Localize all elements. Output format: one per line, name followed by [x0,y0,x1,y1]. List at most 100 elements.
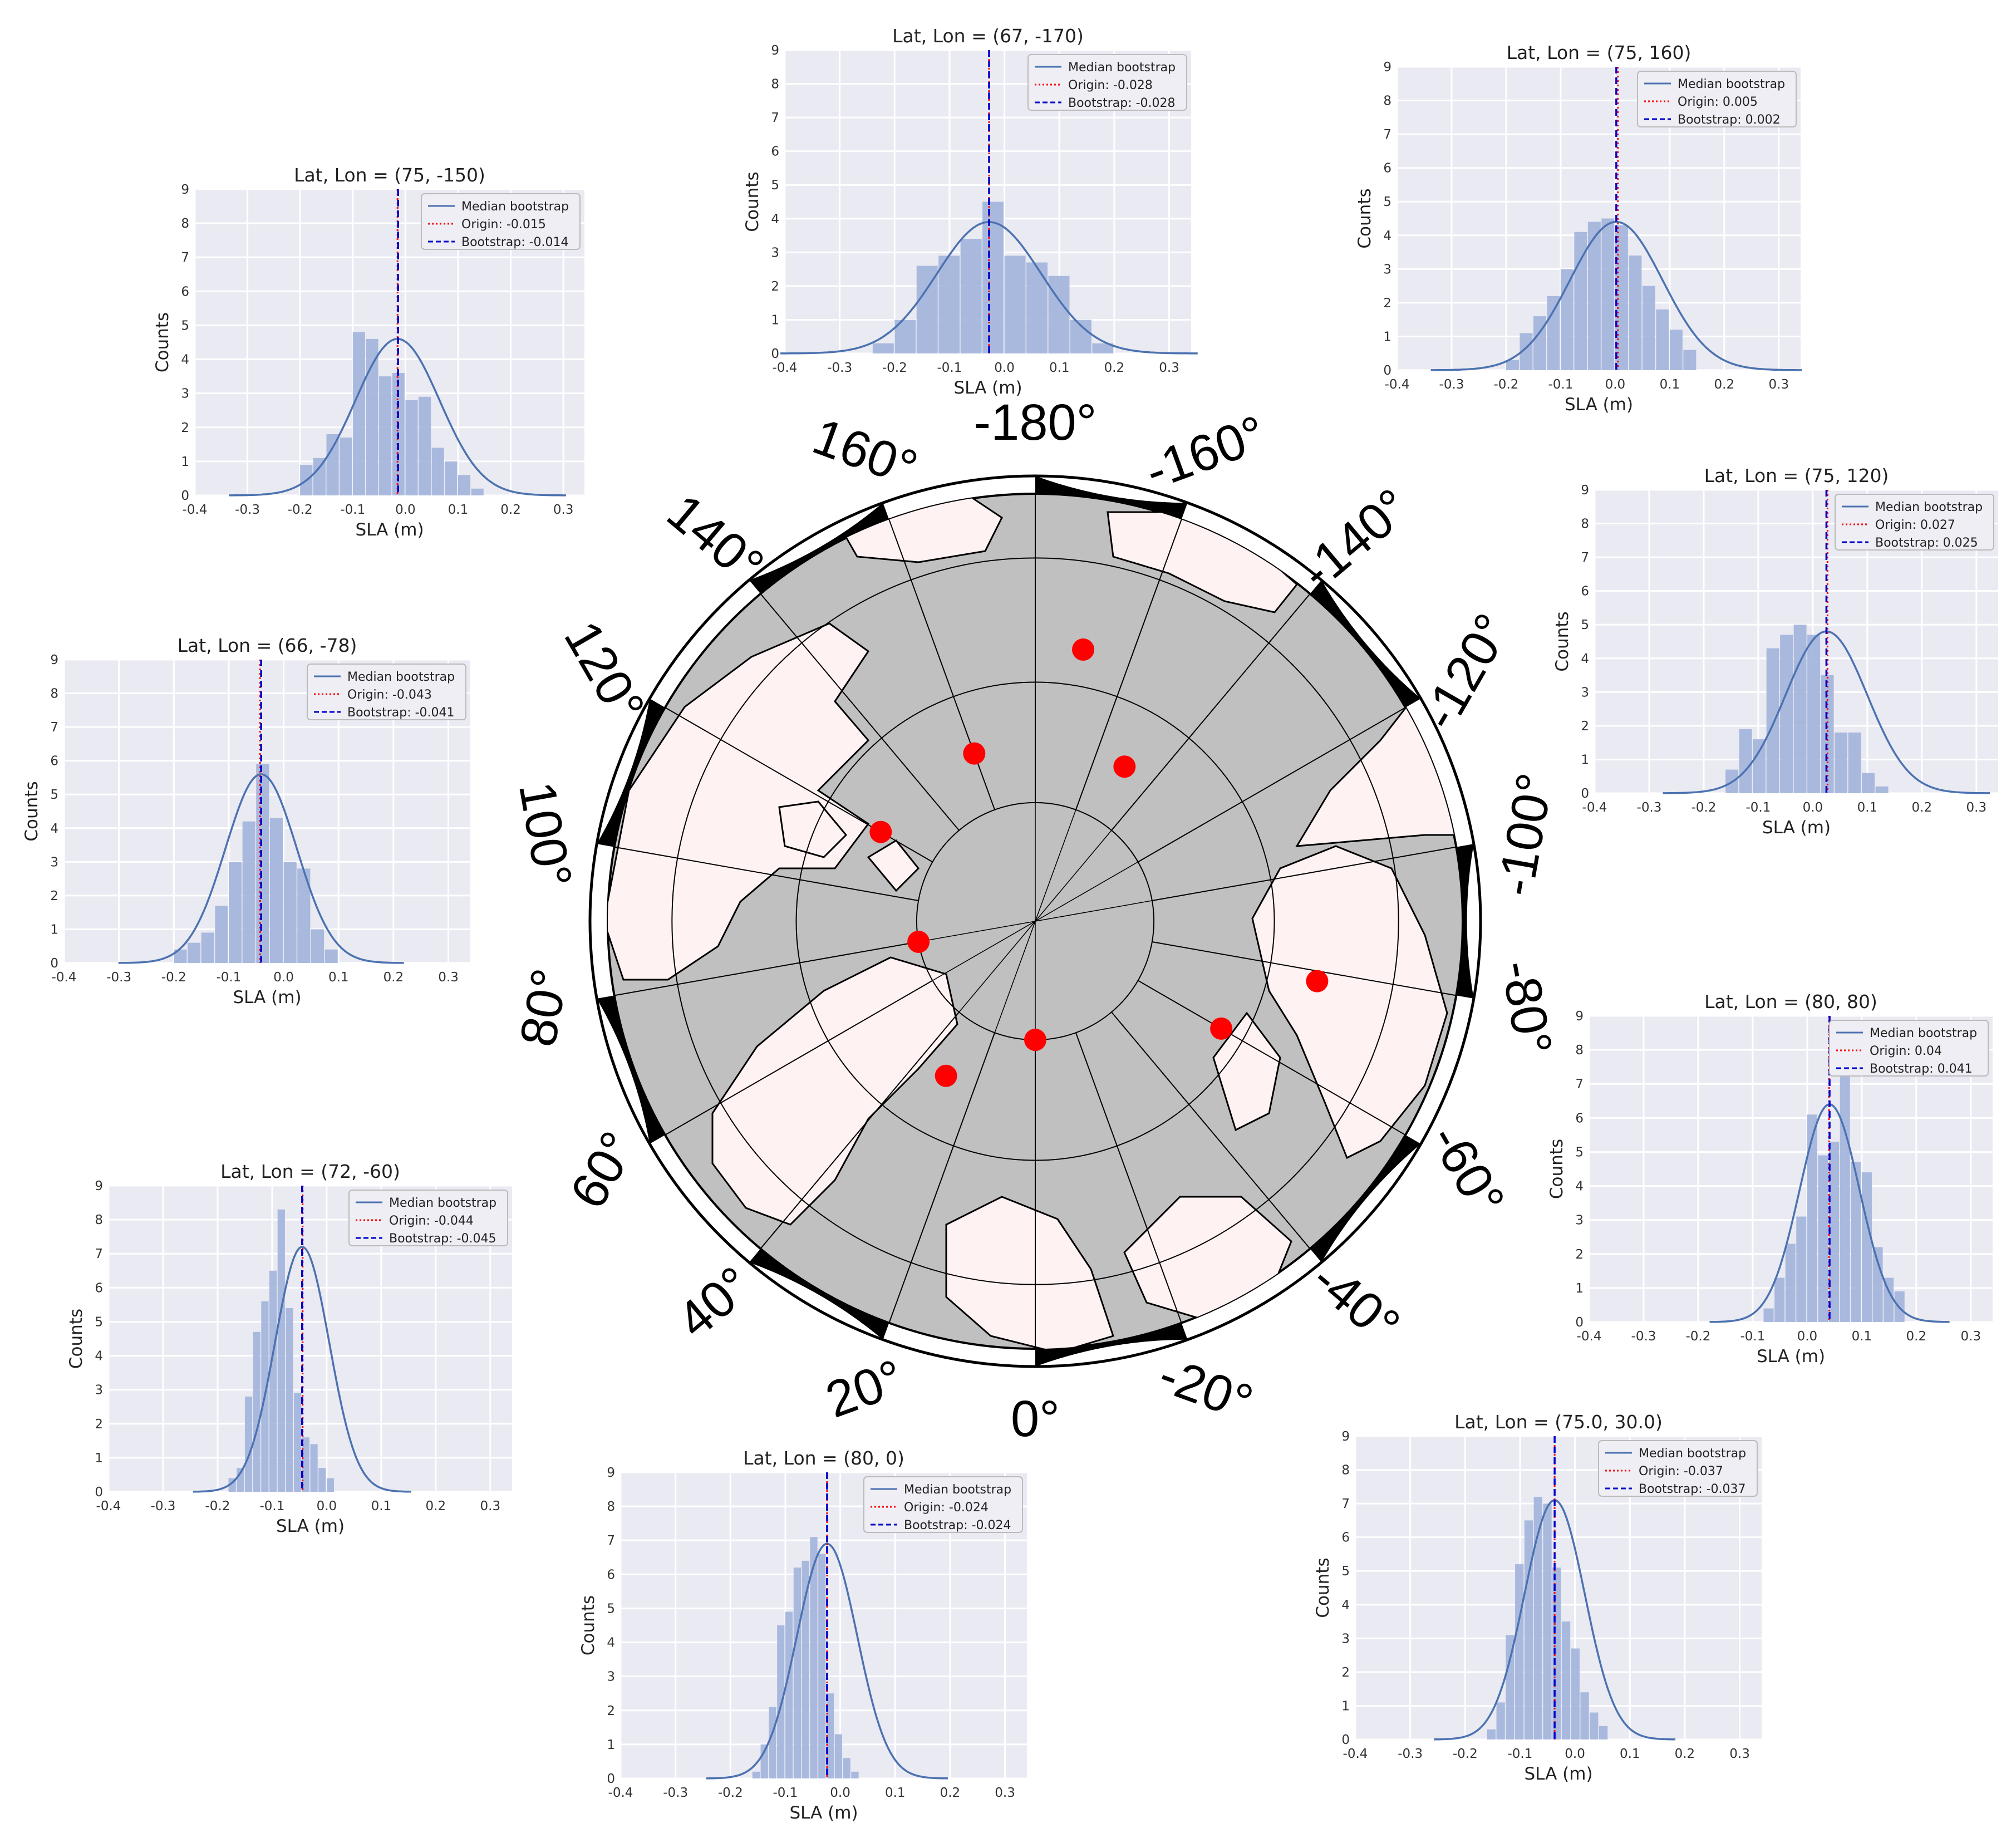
x-tick-label: -0.4 [1385,377,1410,392]
histogram-bar [324,949,338,963]
histogram-bar [851,1771,859,1778]
y-tick-label: 6 [1575,1111,1584,1126]
y-axis-label: Counts [743,171,763,232]
kde-curve [118,773,404,964]
land-mass [778,800,848,858]
histogram-bar [302,1437,309,1492]
x-axis-label: SLA (m) [1524,1764,1592,1784]
x-tick-label: 0.3 [1961,1329,1981,1344]
meridian [614,846,919,901]
y-tick-label: 0 [95,1485,103,1500]
y-tick-label: 3 [607,1670,615,1684]
land-mass [1212,1011,1281,1132]
y-tick-label: 2 [607,1704,615,1718]
legend-label: Origin: 0.027 [1875,518,1955,532]
histogram-bar [269,818,283,963]
histogram-bar [1739,729,1752,793]
x-tick-label: -0.1 [1548,377,1573,392]
land-mass [711,956,958,1226]
histogram-bar [326,1478,335,1492]
panel-title: Lat, Lon = (66, -78) [178,635,357,656]
histogram-bar [269,1270,277,1492]
histogram-bar [1524,1520,1533,1739]
y-tick-label: 1 [95,1451,103,1466]
kde-curve [1430,220,1802,371]
legend-label: Bootstrap: -0.028 [1068,96,1176,110]
longitude-label: 40° [667,1256,763,1349]
histogram-bar [352,332,365,495]
histogram-bar [256,764,269,963]
histogram-bar [253,1331,260,1492]
x-tick-label: -0.3 [151,1499,176,1513]
x-tick-label: -0.2 [205,1499,230,1513]
panel-title: Lat, Lon = (67, -170) [892,25,1084,47]
histogram-panel-8: -0.4 -0.3 -0.2 -0.1 0.0 0.1 0.2 0.3 0 1 2 3 4 5 6 7 8 9 SL… [1313,1411,1762,1784]
histogram-bar [1818,1155,1828,1322]
histogram-bar [1862,773,1875,793]
y-tick-label: 4 [95,1349,103,1364]
histogram-bar [1515,1564,1524,1739]
histogram-panel-3: -0.4 -0.3 -0.2 -0.1 0.0 0.1 0.2 0.3 0 1 2 3 4 5 6 7 8 9 SL… [1552,465,1998,838]
histogram-bar [1580,1692,1589,1739]
y-tick-label: 6 [1341,1531,1350,1545]
y-tick-label: 2 [50,889,58,903]
panel-title: Lat, Lon = (72, -60) [220,1161,400,1182]
legend-box [863,1476,1023,1533]
y-tick-label: 4 [1581,652,1589,666]
y-tick-label: 3 [771,245,779,260]
y-tick-label: 3 [1341,1632,1350,1646]
histogram-bar [802,1560,809,1778]
histogram-bar [1835,733,1848,793]
x-tick-label: 0.3 [553,503,574,517]
histogram-bar [916,266,938,353]
x-tick-label: 0.2 [500,503,521,517]
y-tick-label: 7 [1575,1077,1584,1092]
x-tick-label: -0.1 [1740,1329,1765,1344]
x-tick-label: 0.0 [994,361,1015,375]
x-axis-label: SLA (m) [276,1516,345,1536]
sample-point-marker [1072,638,1095,661]
legend-label: Bootstrap: -0.014 [461,235,569,249]
x-tick-label: 0.1 [328,970,349,985]
longitude-label: 60° [559,1122,647,1217]
histogram-panel-0: -0.4 -0.3 -0.2 -0.1 0.0 0.1 0.2 0.3 0 1 2 3 4 5 6 7 8 9 SL… [153,164,584,540]
longitude-label: -120° [1411,605,1522,739]
y-tick-label: 6 [1383,161,1391,176]
panel-title: Lat, Lon = (80, 80) [1704,991,1877,1013]
histogram-bar [286,1308,293,1492]
y-tick-label: 9 [95,1179,103,1193]
y-tick-label: 3 [1575,1213,1584,1228]
x-tick-label: -0.3 [1637,800,1662,815]
y-tick-label: 4 [181,353,189,367]
histogram-bar [982,202,1004,353]
x-tick-label: 0.0 [1803,800,1823,815]
y-tick-label: 0 [1575,1315,1584,1330]
histogram-bar [1092,343,1114,353]
legend-label: Median bootstrap [904,1483,1011,1497]
y-tick-label: 8 [607,1500,615,1514]
legend-label: Median bootstrap [1068,61,1176,75]
x-tick-label: -0.4 [1582,800,1607,815]
y-tick-label: 7 [1383,127,1391,142]
meridian [1152,941,1457,996]
histogram-bar [872,343,894,353]
histogram-bar [1840,1060,1850,1322]
histogram-bar [1561,1621,1571,1739]
histogram-bar [785,1611,793,1778]
kde-curve [193,1246,411,1493]
x-axis-label: SLA (m) [953,378,1022,398]
y-tick-label: 5 [1581,618,1589,632]
panel-title: Lat, Lon = (75, 160) [1507,42,1692,63]
land-mass [1123,1196,1292,1320]
x-tick-label: -0.4 [96,1499,121,1513]
y-tick-label: 7 [607,1534,615,1548]
x-tick-label: -0.3 [106,970,131,985]
y-tick-label: 1 [50,922,58,937]
legend-label: Median bootstrap [1639,1447,1746,1461]
longitude-label: 0° [1011,1390,1060,1447]
x-tick-label: -0.3 [1398,1747,1423,1761]
y-tick-label: 5 [181,318,189,333]
y-tick-label: 0 [50,956,58,971]
legend-label: Median bootstrap [461,200,569,214]
x-tick-label: 0.2 [426,1499,446,1513]
